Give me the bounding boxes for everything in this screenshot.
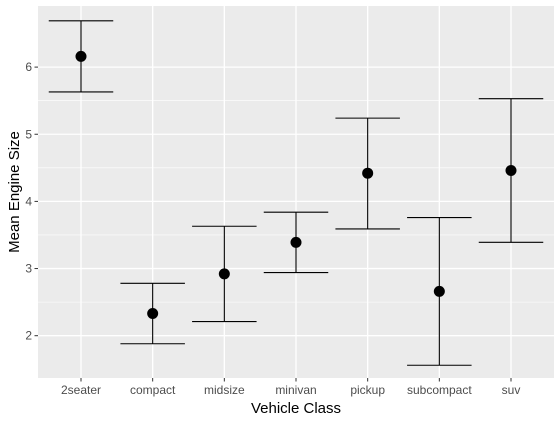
x-axis: 2seater compact midsize minivan pickup subcom… <box>61 378 520 397</box>
mean-point <box>75 50 87 62</box>
x-tick-label: compact <box>130 383 176 397</box>
mean-point <box>362 167 374 179</box>
y-tick-label: 6 <box>25 60 32 74</box>
x-tick-label: 2seater <box>61 383 101 397</box>
y-tick-label: 5 <box>25 127 32 141</box>
mean-point <box>433 285 445 297</box>
y-axis: 2 3 4 5 6 <box>25 60 38 343</box>
mean-point <box>218 268 230 280</box>
mean-point <box>290 236 302 248</box>
y-axis-title: Mean Engine Size <box>6 131 23 253</box>
mean-point <box>505 165 517 177</box>
y-tick-label: 4 <box>25 194 32 208</box>
x-axis-title: Vehicle Class <box>251 400 341 417</box>
x-tick-label: midsize <box>204 383 245 397</box>
mean-point <box>147 308 159 320</box>
y-tick-label: 3 <box>25 262 32 276</box>
x-tick-label: suv <box>502 383 521 397</box>
x-tick-label: pickup <box>350 383 385 397</box>
x-tick-label: subcompact <box>407 383 472 397</box>
y-tick-label: 2 <box>25 329 32 343</box>
error-bars <box>48 20 544 366</box>
x-tick-label: minivan <box>275 383 316 397</box>
